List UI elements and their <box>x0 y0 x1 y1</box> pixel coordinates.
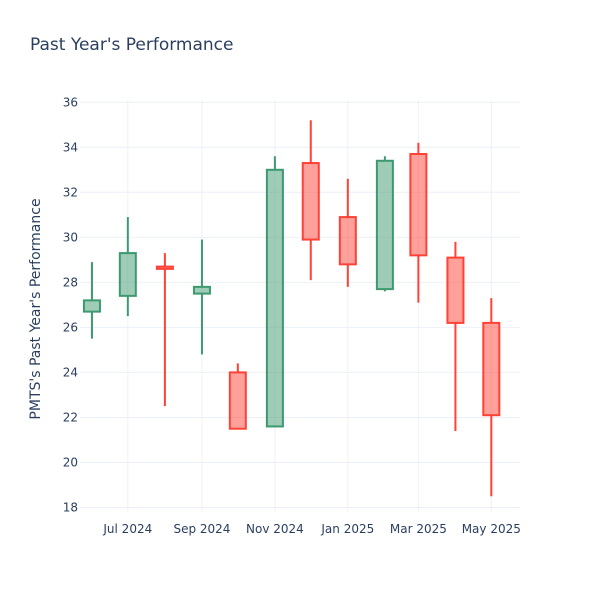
candle-body <box>265 168 284 428</box>
x-tick-label: Jul 2024 <box>102 522 152 536</box>
x-tick-label: May 2025 <box>462 522 521 536</box>
candle-increasing <box>192 239 211 355</box>
y-tick-label: 26 <box>63 320 78 334</box>
candle-body <box>375 159 394 291</box>
x-tick-label: Mar 2025 <box>390 522 447 536</box>
candle-decreasing <box>301 120 320 281</box>
candle-body <box>192 285 211 295</box>
candle-body <box>82 299 101 313</box>
candle-body <box>118 252 137 297</box>
candle-decreasing <box>409 142 428 303</box>
candle-body <box>482 321 501 417</box>
candle-body <box>446 256 465 324</box>
x-tick-label: Sep 2024 <box>173 522 230 536</box>
y-axis-label: PMTS's Past Year's Performance <box>28 198 44 419</box>
y-axis-ticks: 18 20 22 24 26 28 30 32 34 36 <box>63 95 78 514</box>
candle-decreasing <box>228 363 247 430</box>
chart-title: Past Year's Performance <box>30 35 234 55</box>
y-tick-label: 28 <box>63 275 78 289</box>
candle-decreasing <box>338 178 357 287</box>
candle-decreasing <box>446 241 465 431</box>
y-tick-label: 20 <box>63 455 78 469</box>
y-tick-label: 34 <box>63 140 78 154</box>
candle-body <box>228 371 247 430</box>
y-tick-label: 18 <box>63 500 78 514</box>
candle-increasing <box>82 262 101 339</box>
candle-body <box>301 162 320 241</box>
x-tick-label: Jan 2025 <box>320 522 374 536</box>
x-axis-ticks: Jul 2024 Sep 2024 Nov 2024 Jan 2025 Mar 2025… <box>102 522 520 536</box>
candle-body <box>155 265 174 270</box>
candle-decreasing <box>155 253 174 407</box>
y-tick-label: 32 <box>63 185 78 199</box>
y-tick-label: 30 <box>63 230 78 244</box>
candle-increasing <box>265 156 284 428</box>
candle-decreasing <box>482 298 501 497</box>
y-tick-label: 24 <box>63 365 78 379</box>
candles-layer <box>82 120 501 497</box>
y-tick-label: 22 <box>63 410 78 424</box>
candle-body <box>338 216 357 266</box>
x-tick-label: Nov 2024 <box>246 522 304 536</box>
candle-body <box>409 153 428 257</box>
y-tick-label: 36 <box>63 95 78 109</box>
candle-increasing <box>118 217 137 317</box>
candle-increasing <box>375 156 394 292</box>
